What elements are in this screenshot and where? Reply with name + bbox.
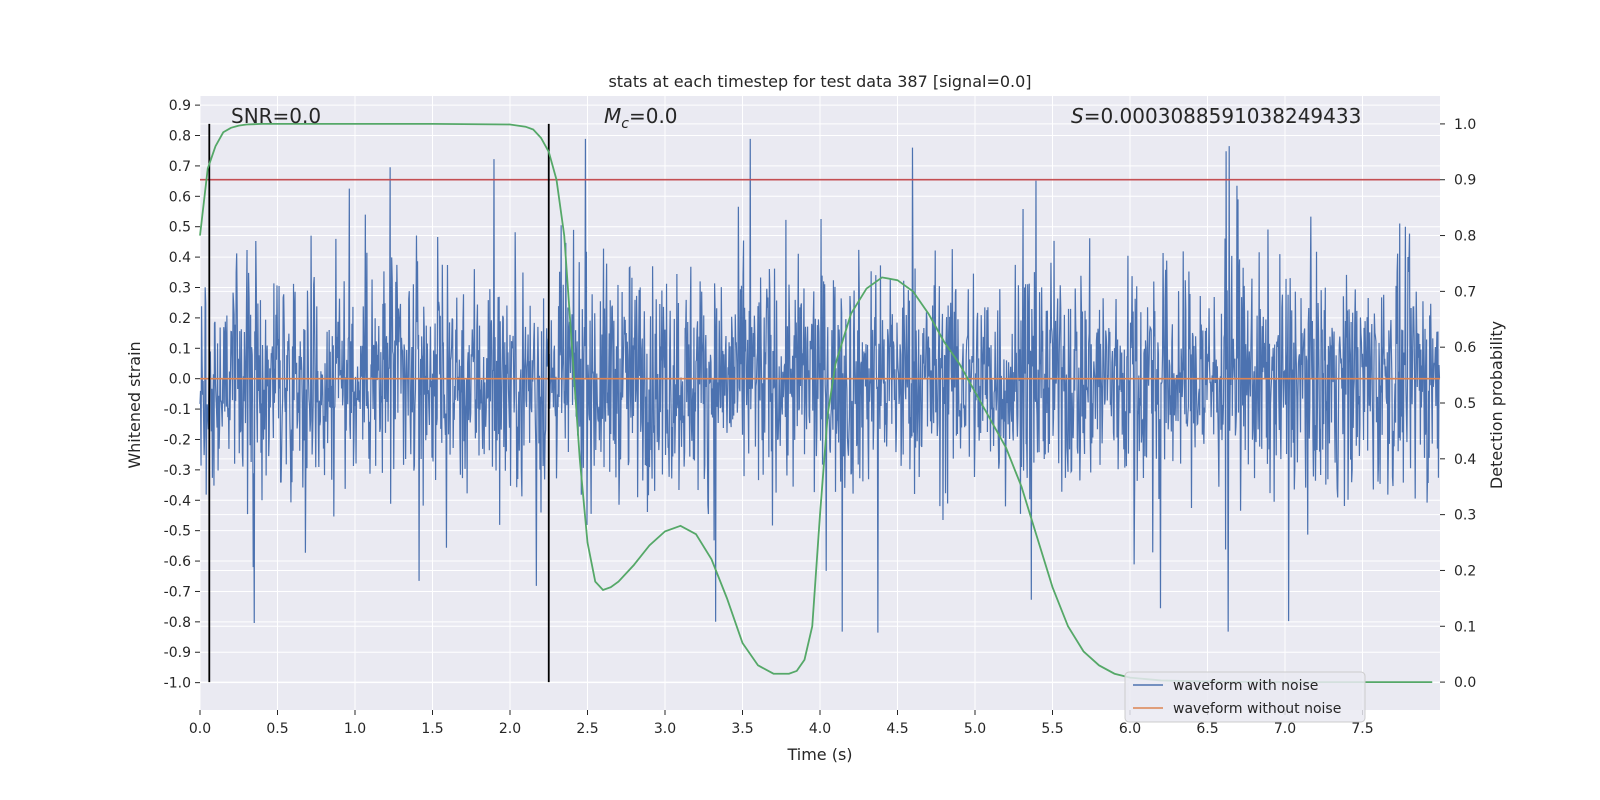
y-tick-label: 0.2 — [169, 311, 191, 327]
x-tick-label: 0.0 — [189, 721, 211, 737]
x-tick-label: 6.5 — [1196, 721, 1218, 737]
legend-label-clean: waveform without noise — [1173, 701, 1341, 717]
mc-annotation: Mc=0.0 — [604, 104, 678, 132]
y-tick-label: 0.4 — [169, 250, 191, 266]
y-tick-label: -0.7 — [164, 584, 191, 600]
y-tick-label: 0.1 — [169, 341, 191, 357]
detection-probability-line — [199, 123, 1433, 683]
y-tick-label: 0.8 — [169, 129, 191, 145]
y-tick-label: 0.0 — [169, 372, 191, 388]
y2-tick-label: 0.8 — [1454, 229, 1476, 245]
s-symbol: S — [1071, 104, 1084, 128]
y2-axis-label: Detection probability — [1487, 321, 1506, 489]
y2-tick-label: 0.2 — [1454, 563, 1476, 579]
y-tick-label: -0.4 — [164, 493, 191, 509]
x-tick-label: 4.5 — [886, 721, 908, 737]
x-tick-label: 4.0 — [809, 721, 831, 737]
x-tick-label: 2.0 — [499, 721, 521, 737]
snr-annotation: SNR=0.0 — [231, 104, 321, 128]
y2-tick-label: 0.9 — [1454, 173, 1476, 189]
mc-subscript: c — [621, 116, 629, 132]
y-tick-label: -0.8 — [164, 615, 191, 631]
legend: waveform with noise waveform without noi… — [1124, 671, 1366, 723]
x-tick-label: 1.0 — [344, 721, 366, 737]
y2-tick-label: 0.5 — [1454, 396, 1476, 412]
y2-tick-label: 0.3 — [1454, 508, 1476, 524]
x-tick-label: 3.0 — [654, 721, 676, 737]
y-tick-label: -0.9 — [164, 645, 191, 661]
x-tick-label: 7.5 — [1351, 721, 1373, 737]
x-axis-label: Time (s) — [786, 745, 852, 764]
x-tick-label: 2.5 — [576, 721, 598, 737]
mc-value: =0.0 — [629, 104, 678, 128]
x-tick-label: 5.5 — [1041, 721, 1063, 737]
vertical-markers — [208, 123, 550, 683]
legend-label-noise: waveform with noise — [1173, 678, 1318, 694]
mc-symbol: M — [604, 104, 621, 128]
y-tick-label: 0.3 — [169, 280, 191, 296]
chart-title: stats at each timestep for test data 387… — [608, 72, 1031, 91]
y-tick-label: -1.0 — [164, 676, 191, 692]
y-tick-label: 0.7 — [169, 159, 191, 175]
y-tick-label: -0.1 — [164, 402, 191, 418]
y2-tick-label: 0.6 — [1454, 340, 1476, 356]
y2-tick-label: 0.4 — [1454, 452, 1476, 468]
x-tick-label: 7.0 — [1274, 721, 1296, 737]
s-value: =0.0003088591038249433 — [1084, 104, 1362, 128]
legend-box — [1124, 671, 1366, 723]
x-tick-label: 1.5 — [421, 721, 443, 737]
y-tick-label: -0.6 — [164, 554, 191, 570]
x-axis-ticks: 0.0 0.5 1.0 1.5 2.0 2.5 3.0 3.5 4.0 4.5 5.0 5.5 6.0 6… — [189, 710, 1374, 737]
y2-tick-label: 0.1 — [1454, 619, 1476, 635]
y2-tick-label: 1.0 — [1454, 117, 1476, 133]
y-tick-label: 0.9 — [169, 98, 191, 114]
waveform-with-noise-series — [199, 138, 1441, 633]
x-tick-label: 6.0 — [1119, 721, 1141, 737]
s-annotation: S=0.0003088591038249433 — [1071, 104, 1361, 128]
y-tick-label: 0.6 — [169, 189, 191, 205]
y-tick-label: 0.5 — [169, 220, 191, 236]
y-axis-label: Whitened strain — [125, 341, 144, 468]
y-tick-label: -0.5 — [164, 524, 191, 540]
x-tick-label: 5.0 — [964, 721, 986, 737]
y2-axis-ticks: 1.0 0.9 0.8 0.7 0.6 0.5 0.4 0.3 0.2 0.1 0.0 — [1440, 117, 1476, 691]
noise-trace — [199, 138, 1441, 633]
y2-tick-label: 0.7 — [1454, 284, 1476, 300]
y-tick-label: -0.3 — [164, 463, 191, 479]
x-tick-label: 3.5 — [731, 721, 753, 737]
y-axis-ticks: 0.9 0.8 0.7 0.6 0.5 0.4 0.3 0.2 0.1 0.0 -0.1 -0.2 -0… — [164, 98, 200, 692]
y-tick-label: -0.2 — [164, 432, 191, 448]
y2-tick-label: 0.0 — [1454, 675, 1476, 691]
x-tick-label: 0.5 — [266, 721, 288, 737]
